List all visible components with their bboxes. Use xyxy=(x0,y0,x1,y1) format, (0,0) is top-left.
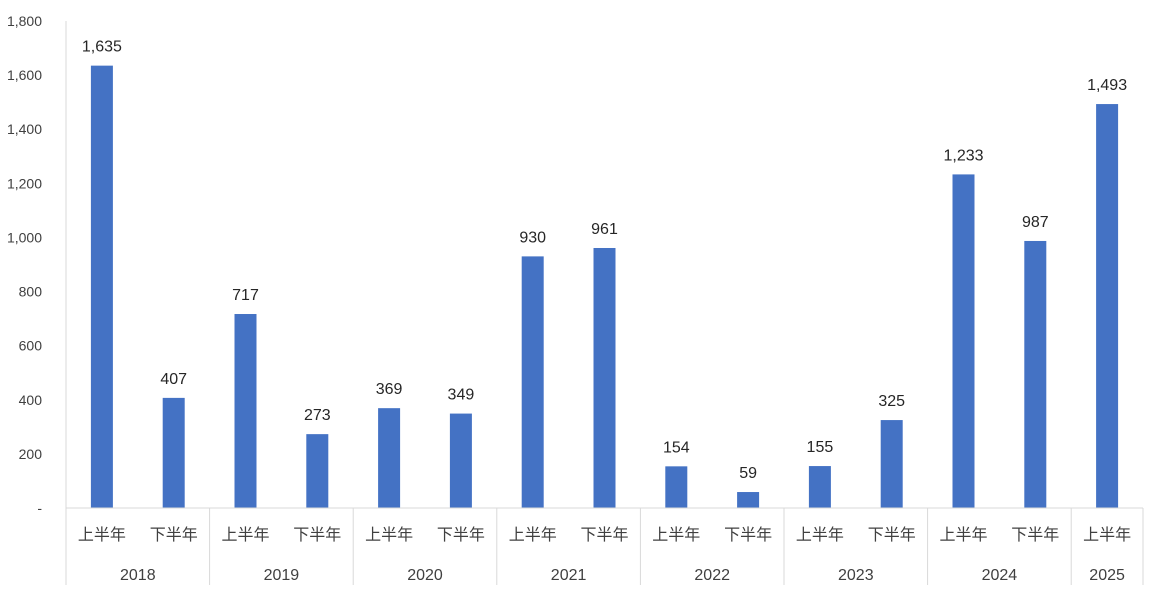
x-category-label: 下半年 xyxy=(868,525,916,544)
bar xyxy=(306,434,329,508)
data-label: 961 xyxy=(591,221,618,238)
y-axis: - 200 400 600 800 1,000 1,200 1,400 1,600 1,800 xyxy=(7,13,67,516)
bar xyxy=(880,420,903,508)
x-category-label: 上半年 xyxy=(652,525,700,544)
data-label: 369 xyxy=(376,381,403,398)
x-category-label: 下半年 xyxy=(1011,525,1059,544)
data-label: 987 xyxy=(1022,214,1049,231)
x-category-label: 上半年 xyxy=(509,525,557,544)
data-label: 1,233 xyxy=(943,147,983,164)
data-label: 930 xyxy=(519,229,546,246)
x-group-label: 2025 xyxy=(1089,567,1125,584)
bar xyxy=(1024,240,1047,508)
x-group-label: 2018 xyxy=(120,567,156,584)
bar xyxy=(234,314,257,508)
bar xyxy=(90,65,113,509)
y-tick-label: 1,000 xyxy=(7,229,42,245)
x-category-label: 下半年 xyxy=(437,525,485,544)
x-category-label: 上半年 xyxy=(78,525,126,544)
bar xyxy=(162,397,185,508)
y-tick-label: 600 xyxy=(19,338,43,354)
x-group-label: 2019 xyxy=(264,567,300,584)
x-category-label: 上半年 xyxy=(939,525,987,544)
x-category-label: 上半年 xyxy=(1083,525,1131,544)
x-axis: 上半年 下半年 上半年 下半年 上半年 下半年 上半年 下半年 上半年 下半年 上半年 下半年 上半年 下… xyxy=(65,507,1144,585)
x-group-label: 2023 xyxy=(838,567,874,584)
bar xyxy=(521,256,544,508)
y-tick-label: - xyxy=(37,500,42,516)
x-category-label: 下半年 xyxy=(293,525,341,544)
bar xyxy=(737,492,760,508)
y-tick-label: 800 xyxy=(19,284,43,300)
x-group-label: 2024 xyxy=(982,567,1018,584)
y-tick-label: 1,400 xyxy=(7,121,42,137)
data-label: 349 xyxy=(448,387,475,404)
y-tick-label: 1,600 xyxy=(7,67,42,83)
data-label: 325 xyxy=(878,393,905,410)
data-label: 273 xyxy=(304,407,331,424)
data-label: 1,635 xyxy=(82,39,122,56)
x-category-label: 上半年 xyxy=(365,525,413,544)
data-label: 59 xyxy=(739,465,757,482)
bar xyxy=(593,247,616,509)
bar xyxy=(665,466,688,508)
y-tick-label: 1,200 xyxy=(7,175,42,191)
y-tick-label: 1,800 xyxy=(7,13,42,29)
y-tick-label: 200 xyxy=(19,446,43,462)
data-label: 155 xyxy=(807,439,834,456)
x-category-label: 下半年 xyxy=(580,525,628,544)
bar xyxy=(952,174,975,508)
bar xyxy=(1096,104,1119,509)
x-category-label: 上半年 xyxy=(221,525,269,544)
x-category-label: 上半年 xyxy=(796,525,844,544)
bar xyxy=(449,413,472,508)
data-label: 154 xyxy=(663,439,690,456)
bar xyxy=(808,466,831,508)
data-label: 717 xyxy=(232,287,259,304)
x-category-label: 下半年 xyxy=(150,525,198,544)
x-group-label: 2021 xyxy=(551,567,587,584)
bar-series: 1,635 407 717 273 369 349 930 961 154 59 155 325 1,2… xyxy=(82,39,1127,509)
y-tick-label: 400 xyxy=(19,392,43,408)
x-category-label: 下半年 xyxy=(724,525,772,544)
x-group-label: 2022 xyxy=(694,567,730,584)
data-label: 407 xyxy=(160,371,187,388)
x-group-label: 2020 xyxy=(407,567,443,584)
data-label: 1,493 xyxy=(1087,77,1127,94)
bar xyxy=(378,408,401,508)
